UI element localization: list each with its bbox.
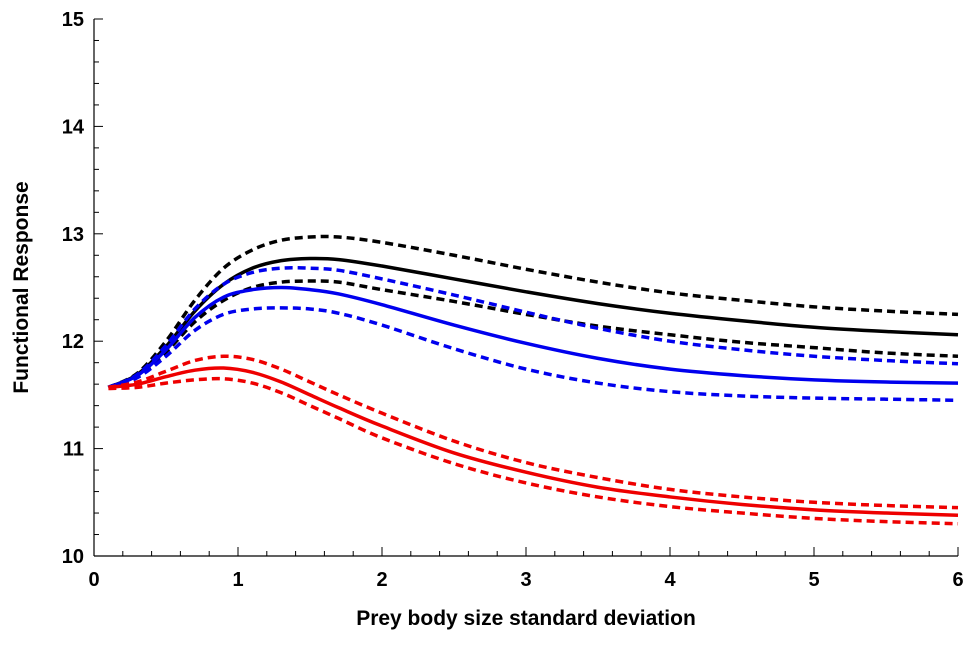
- y-axis-ticks: 10 11 12 13 14 15: [62, 9, 103, 568]
- series-line-9: [108, 379, 958, 524]
- y-tick-label: 11: [63, 439, 84, 461]
- x-tick-label: 1: [232, 569, 243, 591]
- y-tick-label: 10: [62, 546, 84, 568]
- y-tick-label: 15: [62, 9, 84, 31]
- x-tick-label: 5: [808, 569, 819, 591]
- series-layer: [108, 236, 958, 523]
- y-tick-label: 12: [62, 331, 84, 353]
- x-tick-label: 0: [88, 569, 99, 591]
- y-tick-label: 13: [62, 224, 84, 246]
- y-tick-label: 14: [62, 116, 85, 138]
- series-line-6: [108, 308, 958, 400]
- series-line-8: [108, 368, 958, 515]
- x-tick-label: 4: [664, 569, 676, 591]
- x-axis-ticks: 0 1 2 3 4 5 6: [88, 547, 963, 591]
- y-axis-title: Functional Response: [10, 181, 33, 393]
- x-axis-title: Prey body size standard deviation: [356, 607, 696, 630]
- x-tick-label: 2: [376, 569, 387, 591]
- x-tick-label: 6: [952, 569, 963, 591]
- x-tick-label: 3: [520, 569, 531, 591]
